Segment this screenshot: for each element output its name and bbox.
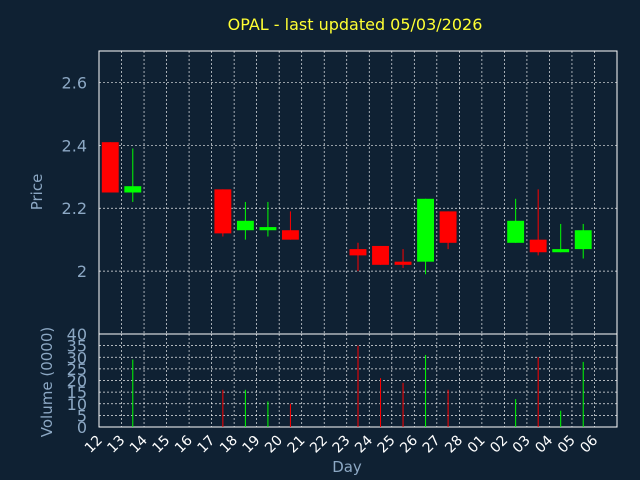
x-tick-label: 24 [352,432,376,456]
candle-body [372,245,389,265]
chart-title: OPAL - last updated 05/03/2026 [228,15,483,34]
volume-tick-label: 35 [67,337,87,356]
volume-tick-label: 20 [67,372,87,391]
candle-body [281,230,299,240]
x-tick-label: 18 [217,433,241,457]
x-axis: 1213141516171819202122232425262728010203… [82,432,601,456]
price-tick-label: 2.4 [62,136,87,155]
candle-body [236,220,254,231]
x-tick-label: 19 [240,433,264,457]
volume-tick-label: 15 [67,383,87,402]
price-frame [98,50,618,335]
x-tick-label: 13 [104,433,128,457]
x-tick-label: 27 [420,433,444,457]
x-tick-label: 17 [195,433,219,457]
candle-body [259,227,277,231]
volume-tick-label: 30 [67,348,87,367]
x-tick-label: 21 [285,433,309,457]
candle-body [214,189,232,234]
volume-tick-label: 0 [77,418,87,437]
candle-body [124,186,142,193]
price-tick-label: 2 [77,262,87,281]
day-axis-label: Day [332,458,362,476]
volume-axis-label: Volume (0000) [38,327,56,437]
candle-body [507,220,525,243]
x-tick-label: 22 [307,433,331,457]
x-tick-label: 16 [172,432,196,456]
candle-body [439,211,457,243]
price-panel: 2 2.2 2.4 2.6 [62,50,618,335]
candle-body [552,249,570,253]
x-tick-label: 02 [487,433,511,457]
candle-body [417,198,435,262]
price-axis-label: Price [28,174,46,211]
candle-body [394,261,412,265]
candle-body [574,230,592,250]
x-tick-label: 20 [262,433,286,457]
price-tick-label: 2.6 [62,73,87,92]
x-tick-label: 04 [532,432,556,456]
volume-tick-label: 25 [67,360,87,379]
x-tick-label: 26 [397,432,421,456]
x-tick-label: 05 [555,433,579,457]
price-tick-label: 2.2 [62,199,87,218]
x-tick-label: 01 [465,433,489,457]
x-tick-label: 15 [149,433,173,457]
candle-body [529,239,547,253]
volume-tick-label: 40 [67,325,87,344]
x-tick-label: 14 [127,432,151,456]
x-tick-label: 06 [577,432,601,456]
volume-tick-label: 5 [77,406,87,425]
volume-tick-label: 10 [67,395,87,414]
candle-body [101,142,119,193]
x-tick-label: 28 [442,433,466,457]
candle-body [349,249,367,256]
x-tick-label: 03 [510,433,534,457]
x-tick-label: 23 [330,433,354,457]
x-tick-label: 25 [375,433,399,457]
